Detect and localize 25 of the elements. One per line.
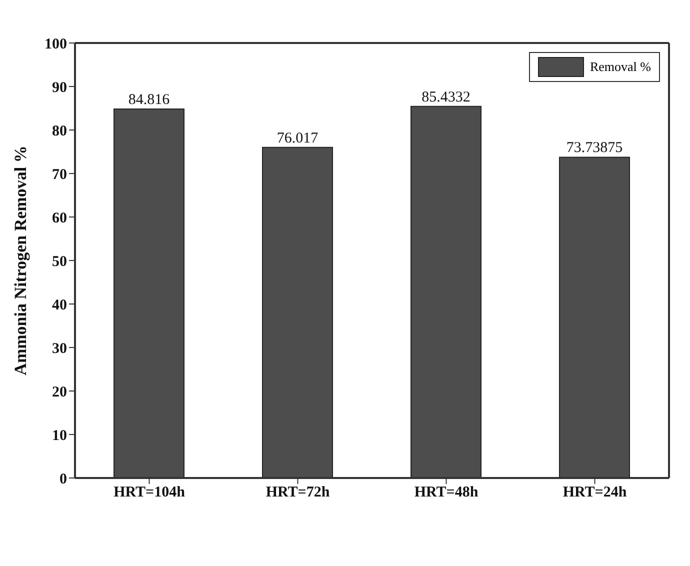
data-label: 76.017 bbox=[276, 130, 319, 146]
y-tick-label: 100 bbox=[44, 36, 67, 52]
bar bbox=[559, 156, 630, 478]
data-label: 73.73875 bbox=[566, 140, 623, 156]
legend-label: Removal % bbox=[590, 59, 651, 75]
bar bbox=[114, 108, 184, 478]
y-axis-title: Ammonia Nitrogen Removal % bbox=[11, 146, 30, 376]
y-tick-label: 80 bbox=[52, 123, 67, 140]
x-tick-label: HRT=72h bbox=[266, 484, 330, 501]
y-tick-label: 10 bbox=[52, 428, 67, 444]
y-tick-label: 50 bbox=[52, 254, 67, 270]
data-label: 84.816 bbox=[128, 92, 170, 108]
x-tick-label: HRT=104h bbox=[114, 484, 186, 501]
y-tick-label: 60 bbox=[52, 210, 67, 226]
y-tick-label: 90 bbox=[52, 80, 67, 96]
bar bbox=[262, 146, 333, 478]
bar bbox=[410, 106, 482, 478]
x-tick-label: HRT=24h bbox=[562, 484, 628, 501]
y-tick-label: 0 bbox=[60, 471, 67, 488]
x-tick-label: HRT=48h bbox=[414, 484, 479, 501]
y-tick-label: 40 bbox=[52, 297, 67, 314]
y-tick-label: 70 bbox=[52, 166, 67, 183]
data-label: 85.4332 bbox=[422, 89, 470, 106]
y-tick-label: 30 bbox=[52, 340, 67, 357]
y-tick-label: 20 bbox=[52, 384, 67, 400]
